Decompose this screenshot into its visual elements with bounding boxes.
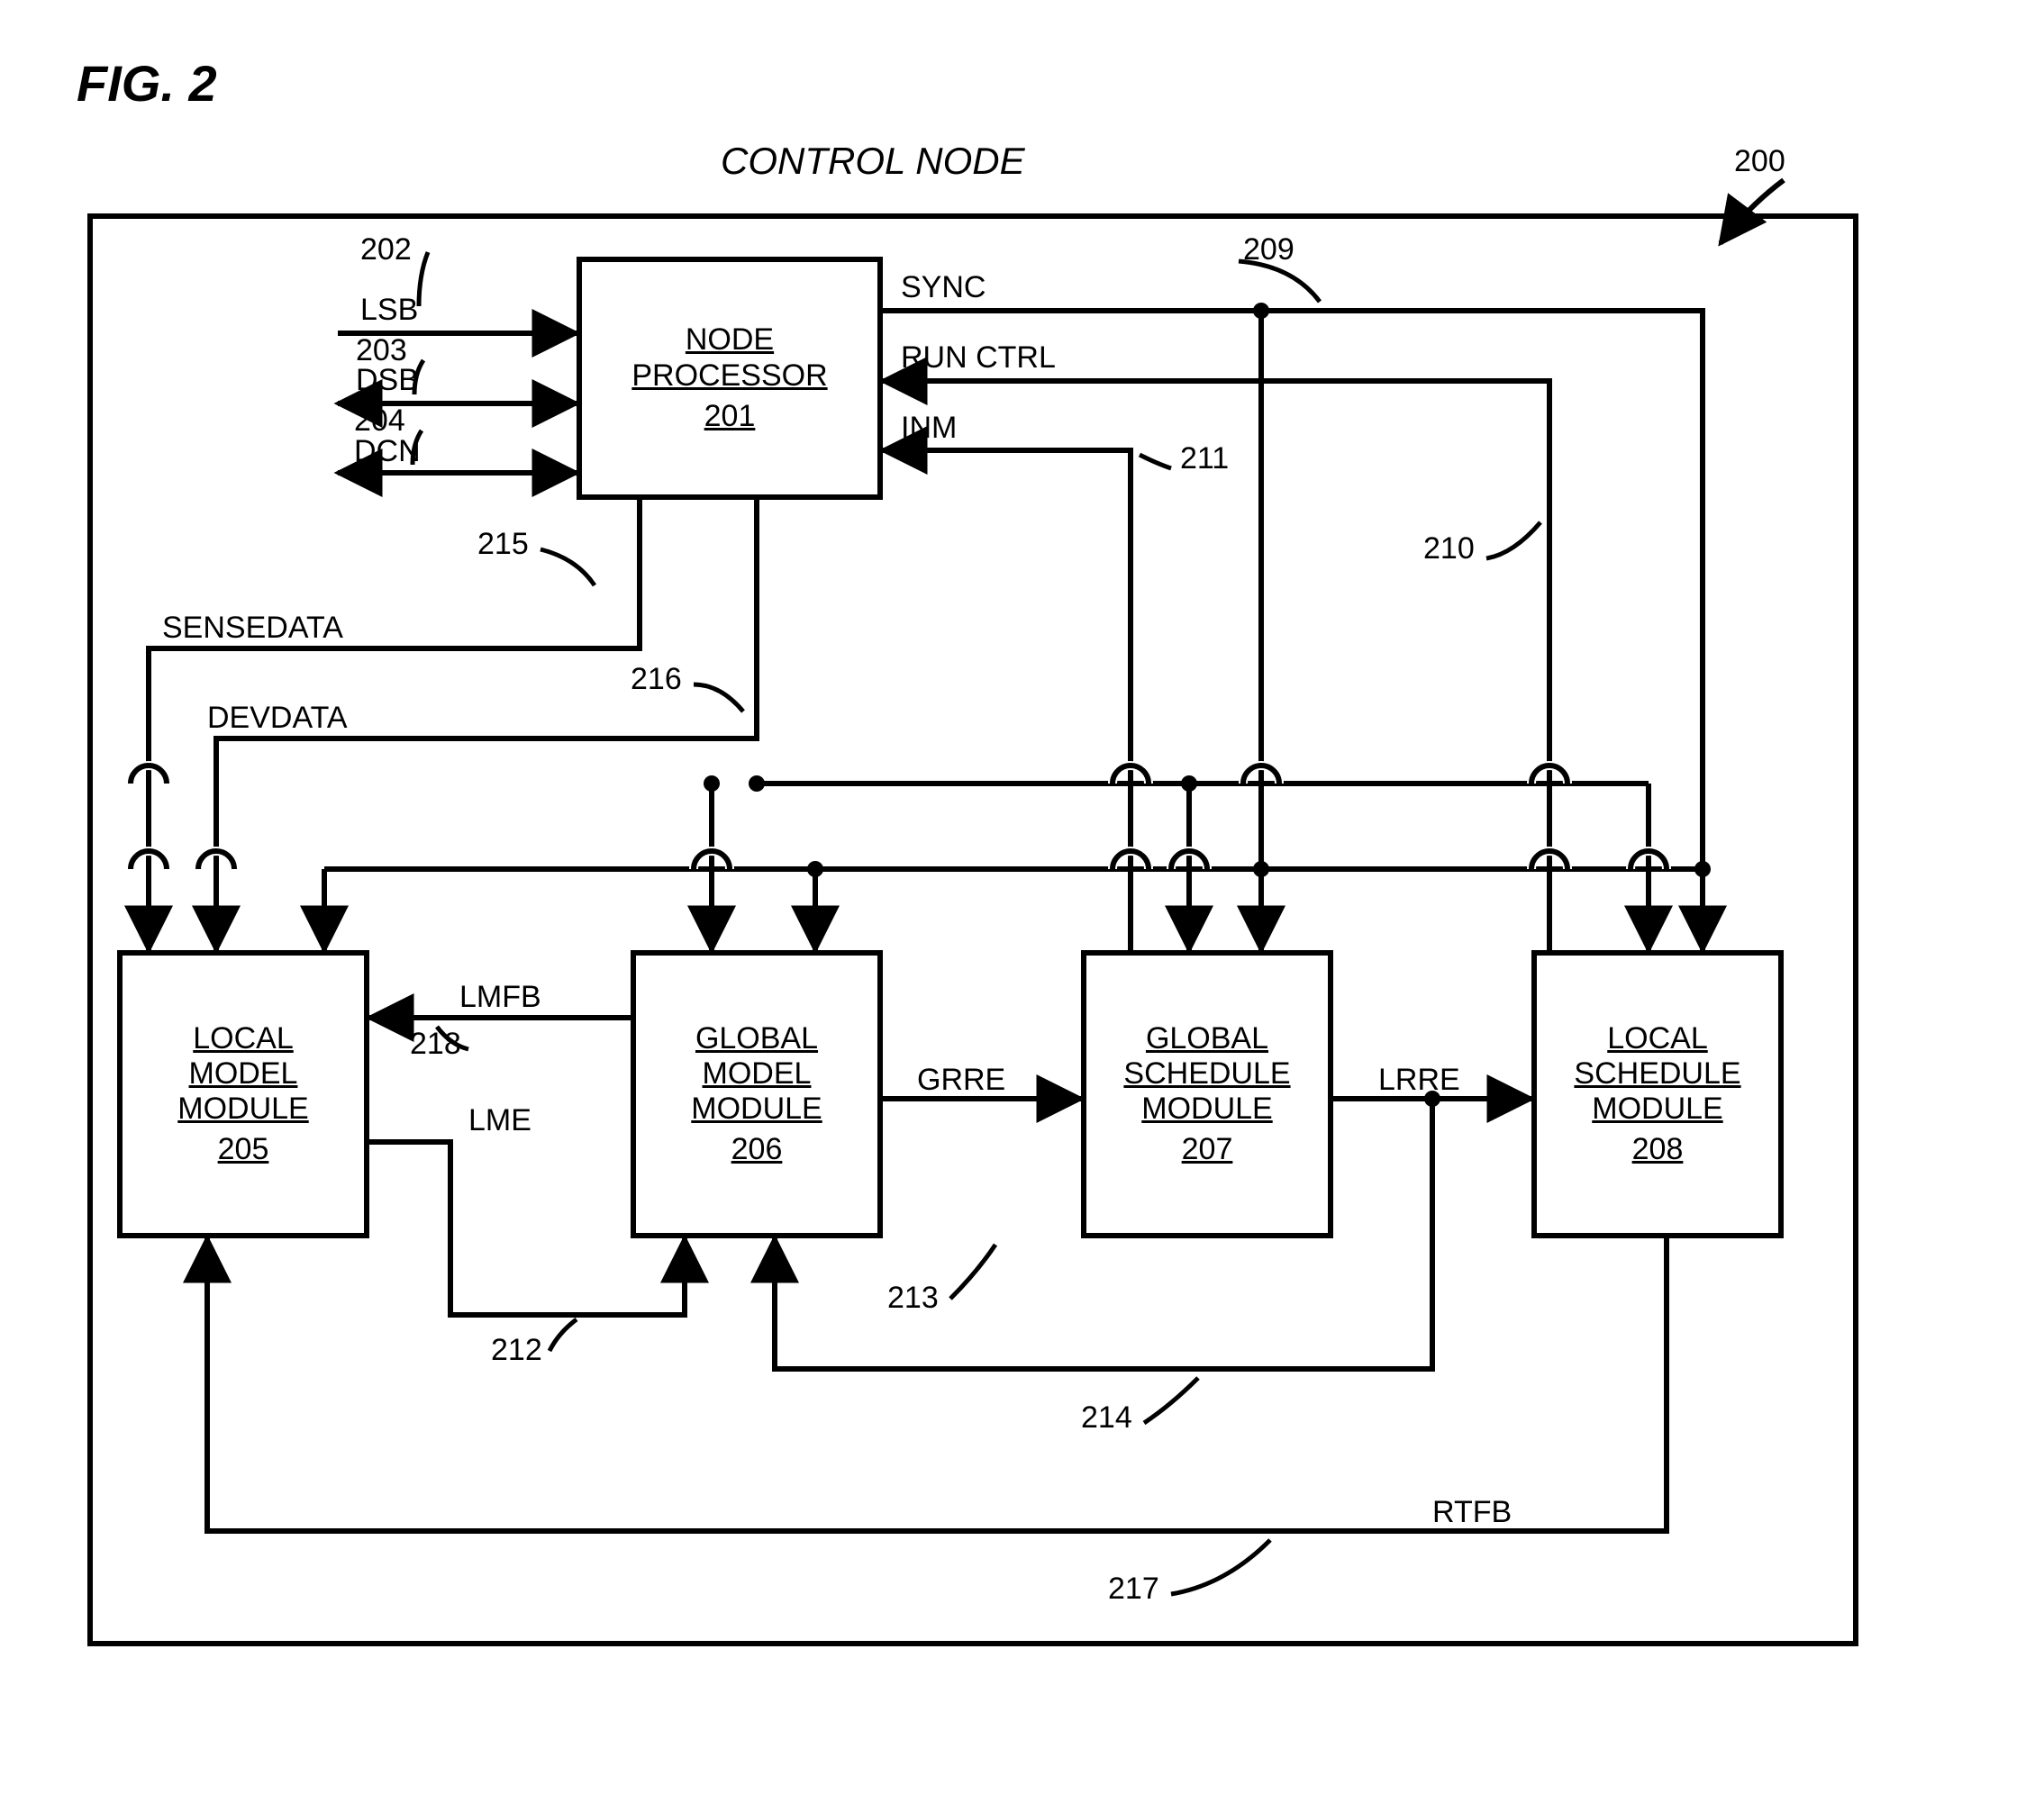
wiring-svg [0, 0, 2044, 1794]
lsm-name: LOCALSCHEDULEMODULE [1574, 1021, 1740, 1127]
ref-213: 213 [887, 1281, 939, 1316]
ref-217: 217 [1108, 1572, 1159, 1607]
gmm-name: GLOBALMODELMODULE [691, 1021, 822, 1127]
lsm-num: 208 [1632, 1132, 1684, 1167]
lmm-name: LOCALMODELMODULE [177, 1021, 308, 1127]
figure-label: FIG. 2 [77, 54, 217, 113]
gsm-num: 207 [1182, 1132, 1233, 1167]
ref-203: 203 [356, 333, 407, 368]
sig-dcn: DCN [354, 434, 421, 469]
sig-dev: DEVDATA [207, 701, 348, 736]
local-model-module-box: LOCALMODELMODULE 205 [117, 950, 369, 1238]
gsm-name: GLOBALSCHEDULEMODULE [1123, 1021, 1290, 1127]
lmm-num: 205 [218, 1132, 269, 1167]
sig-rtfb: RTFB [1432, 1495, 1512, 1530]
node-processor-name: NODEPROCESSOR [631, 322, 827, 393]
local-schedule-module-box: LOCALSCHEDULEMODULE 208 [1531, 950, 1784, 1238]
ref-211: 211 [1180, 441, 1229, 476]
ref-214: 214 [1081, 1400, 1132, 1436]
ref-212: 212 [491, 1333, 542, 1368]
ref-218: 218 [410, 1027, 461, 1062]
sig-sync: SYNC [901, 270, 986, 305]
sig-sense: SENSEDATA [162, 611, 343, 646]
diagram-canvas: FIG. 2 CONTROL NODE 200 NODEPROCESSOR 20… [0, 0, 2044, 1794]
ref-202: 202 [360, 232, 412, 267]
node-processor-num: 201 [704, 399, 756, 434]
ref-216: 216 [631, 662, 682, 697]
sig-lme: LME [468, 1103, 531, 1138]
sig-inm: INM [901, 411, 957, 446]
sig-lmfb: LMFB [459, 980, 541, 1015]
ref-200: 200 [1734, 144, 1785, 179]
sig-lrre: LRRE [1378, 1063, 1460, 1098]
gmm-num: 206 [731, 1132, 783, 1167]
sig-grre: GRRE [917, 1063, 1005, 1098]
ref-209: 209 [1243, 232, 1295, 267]
ref-204: 204 [354, 403, 405, 439]
diagram-title: CONTROL NODE [721, 140, 1025, 183]
sig-lsb: LSB [360, 293, 418, 328]
global-schedule-module-box: GLOBALSCHEDULEMODULE 207 [1081, 950, 1333, 1238]
node-processor-box: NODEPROCESSOR 201 [577, 257, 883, 500]
global-model-module-box: GLOBALMODELMODULE 206 [631, 950, 883, 1238]
ref-210: 210 [1423, 531, 1475, 566]
ref-215: 215 [477, 527, 529, 562]
sig-run: RUN CTRL [901, 340, 1056, 376]
